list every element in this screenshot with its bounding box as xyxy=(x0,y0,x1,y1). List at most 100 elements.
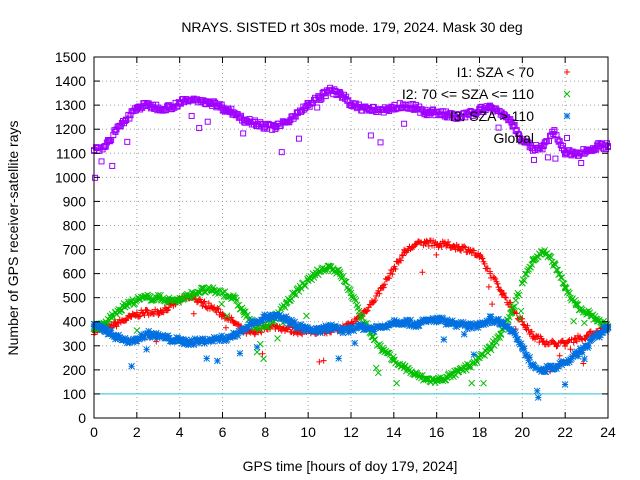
data-point xyxy=(129,296,136,303)
data-point xyxy=(494,280,501,287)
data-point xyxy=(218,332,226,340)
data-point xyxy=(524,322,531,329)
data-point xyxy=(453,323,461,331)
data-point xyxy=(539,338,546,345)
data-point xyxy=(260,355,267,363)
data-point xyxy=(203,304,210,311)
data-point xyxy=(481,260,488,267)
data-point xyxy=(559,142,566,149)
data-point xyxy=(463,366,470,374)
legend-label: I1: SZA < 70 xyxy=(457,64,535,80)
x-tick-label: 8 xyxy=(261,424,269,440)
data-point xyxy=(553,266,560,274)
data-point xyxy=(528,261,536,268)
data-point xyxy=(157,291,164,299)
data-point xyxy=(372,297,379,304)
data-point xyxy=(582,336,589,343)
data-point xyxy=(530,156,537,163)
data-point xyxy=(437,374,444,381)
y-tick-label: 1400 xyxy=(55,73,86,89)
data-point xyxy=(165,307,172,314)
data-point xyxy=(295,135,302,142)
data-point xyxy=(471,320,479,328)
data-point xyxy=(234,332,242,340)
data-point xyxy=(299,331,306,338)
data-point xyxy=(121,334,129,342)
data-point xyxy=(259,316,266,324)
data-point xyxy=(514,336,522,343)
data-point xyxy=(581,355,588,363)
data-point xyxy=(364,307,371,314)
data-point xyxy=(136,313,143,320)
data-point xyxy=(515,131,522,138)
data-point xyxy=(243,313,250,321)
data-point xyxy=(196,125,203,132)
data-point xyxy=(160,309,167,316)
data-point xyxy=(556,352,563,359)
data-point xyxy=(323,327,331,335)
data-point xyxy=(282,313,290,320)
data-point xyxy=(246,321,253,328)
data-point xyxy=(182,336,190,344)
data-point xyxy=(571,335,578,342)
data-point xyxy=(542,368,550,376)
x-tick-label: 20 xyxy=(515,424,531,440)
data-point xyxy=(190,341,198,349)
data-point xyxy=(320,357,327,364)
x-tick-label: 18 xyxy=(472,424,488,440)
data-point xyxy=(320,267,327,275)
data-point xyxy=(188,112,195,119)
data-point xyxy=(487,313,495,321)
data-point xyxy=(335,266,343,274)
x-tick-label: 0 xyxy=(90,424,98,440)
data-point xyxy=(464,325,471,333)
data-point xyxy=(245,323,252,331)
data-point xyxy=(567,294,574,302)
data-point xyxy=(341,326,349,334)
data-point xyxy=(223,312,231,320)
data-point xyxy=(499,290,506,297)
data-point xyxy=(557,358,565,365)
data-point xyxy=(111,318,118,325)
data-point xyxy=(383,349,391,357)
data-point xyxy=(201,298,208,305)
data-point xyxy=(278,149,285,156)
data-point xyxy=(221,288,229,295)
data-point xyxy=(179,336,187,343)
data-point xyxy=(581,319,588,327)
data-point xyxy=(561,381,569,388)
data-point xyxy=(554,342,561,349)
data-point xyxy=(386,275,393,282)
x-tick-label: 16 xyxy=(429,424,445,440)
data-point xyxy=(511,303,518,310)
data-point xyxy=(510,327,517,335)
data-point xyxy=(577,347,585,355)
data-point xyxy=(556,138,563,145)
data-point xyxy=(512,331,520,339)
data-point xyxy=(533,387,541,395)
data-point xyxy=(111,332,118,339)
data-point xyxy=(562,284,570,292)
data-point xyxy=(461,243,468,250)
data-point xyxy=(391,316,398,324)
data-point xyxy=(495,124,502,131)
data-point xyxy=(558,361,566,369)
data-point xyxy=(113,323,120,330)
data-point xyxy=(516,314,524,322)
data-point xyxy=(514,289,522,297)
data-point xyxy=(541,246,549,254)
data-point xyxy=(491,318,499,326)
data-point xyxy=(358,321,366,329)
data-point xyxy=(462,244,469,251)
data-point xyxy=(197,337,205,344)
data-point xyxy=(258,323,265,331)
data-point xyxy=(117,306,125,314)
data-point xyxy=(115,331,123,339)
data-point xyxy=(114,335,121,342)
data-point xyxy=(403,316,411,324)
data-point xyxy=(393,379,400,387)
data-point xyxy=(539,367,546,375)
data-point xyxy=(206,335,214,343)
data-point xyxy=(520,277,528,284)
data-point xyxy=(405,320,412,328)
